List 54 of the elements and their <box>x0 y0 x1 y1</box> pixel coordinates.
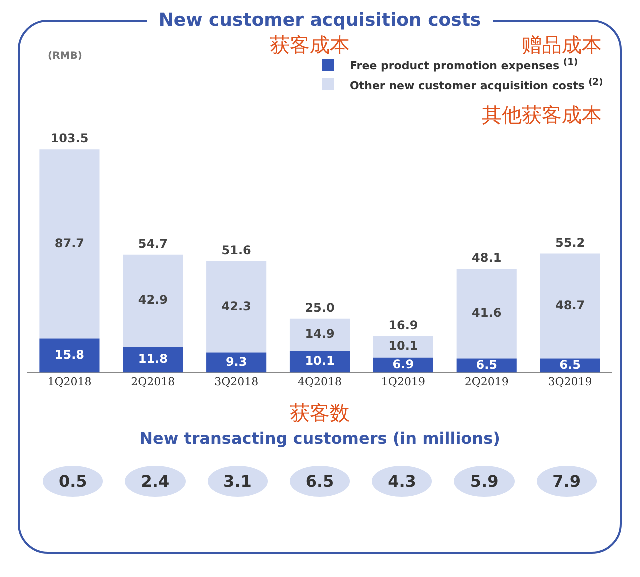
data-label: 14.9 <box>305 327 335 342</box>
bar <box>456 269 517 360</box>
text: 获客成本 <box>270 32 350 59</box>
data-label: 7.9 <box>536 466 597 498</box>
legend-label: Other new customer acquisition costs $^{(2)}$ <box>350 76 604 92</box>
data-label: 48.7 <box>555 298 586 313</box>
text: New transacting customers (in millions) <box>138 429 502 448</box>
total-label: 51.6 <box>222 244 252 258</box>
bar <box>40 150 100 340</box>
total-label: 103.5 <box>50 132 89 146</box>
data-label: 2.4 <box>125 466 186 498</box>
bar <box>290 319 350 352</box>
total-label: 55.2 <box>555 236 586 250</box>
data-label: 6.5 <box>560 358 581 372</box>
x-tick-label: 3Q2019 <box>548 376 592 389</box>
bar <box>123 348 184 374</box>
data-label: 6.5 <box>290 466 350 498</box>
bar <box>206 353 267 374</box>
data-label: 3.1 <box>208 466 268 498</box>
data-label: 87.7 <box>54 236 85 251</box>
x-tick-label: 1Q2018 <box>48 376 92 389</box>
data-label: 6.9 <box>392 358 414 372</box>
data-label: 10.1 <box>388 339 418 354</box>
data-label: 41.6 <box>472 306 502 320</box>
x-tick-label: 1Q2019 <box>381 376 426 389</box>
total-label: 54.7 <box>138 237 168 252</box>
bar <box>206 262 267 354</box>
data-label: 15.8 <box>54 348 85 362</box>
data-label: 6.5 <box>476 358 498 372</box>
data-label: 9.3 <box>226 355 248 370</box>
total-label: 25.0 <box>305 301 335 316</box>
chart-title: New customer acquisition costs <box>146 10 494 31</box>
bar <box>373 336 434 358</box>
x-tick-label: 4Q2018 <box>298 376 342 389</box>
data-label: 42.3 <box>222 300 252 314</box>
legend-label: Free product promotion expenses $^{(1)}$ <box>350 57 578 73</box>
data-label: 10.1 <box>305 354 335 368</box>
y-axis-title: (RMB) <box>48 51 82 62</box>
data-label: 4.3 <box>372 466 432 498</box>
data-label: 0.5 <box>42 466 104 498</box>
bar <box>40 339 100 374</box>
x-tick-label: 3Q2018 <box>214 376 259 389</box>
total-label: 16.9 <box>388 318 418 333</box>
total-label: 48.1 <box>472 252 502 266</box>
x-tick-label: 2Q2018 <box>131 376 176 389</box>
text: 获客数 <box>289 400 351 428</box>
bar <box>123 255 184 348</box>
data-label: 11.8 <box>138 352 168 367</box>
data-label: 5.9 <box>454 466 515 498</box>
text: 其他获客成本 <box>482 102 602 129</box>
bar <box>540 254 600 360</box>
text: 赠品成本 <box>522 32 602 58</box>
x-tick-label: 2Q2019 <box>464 376 509 389</box>
data-label: 42.9 <box>138 294 168 308</box>
